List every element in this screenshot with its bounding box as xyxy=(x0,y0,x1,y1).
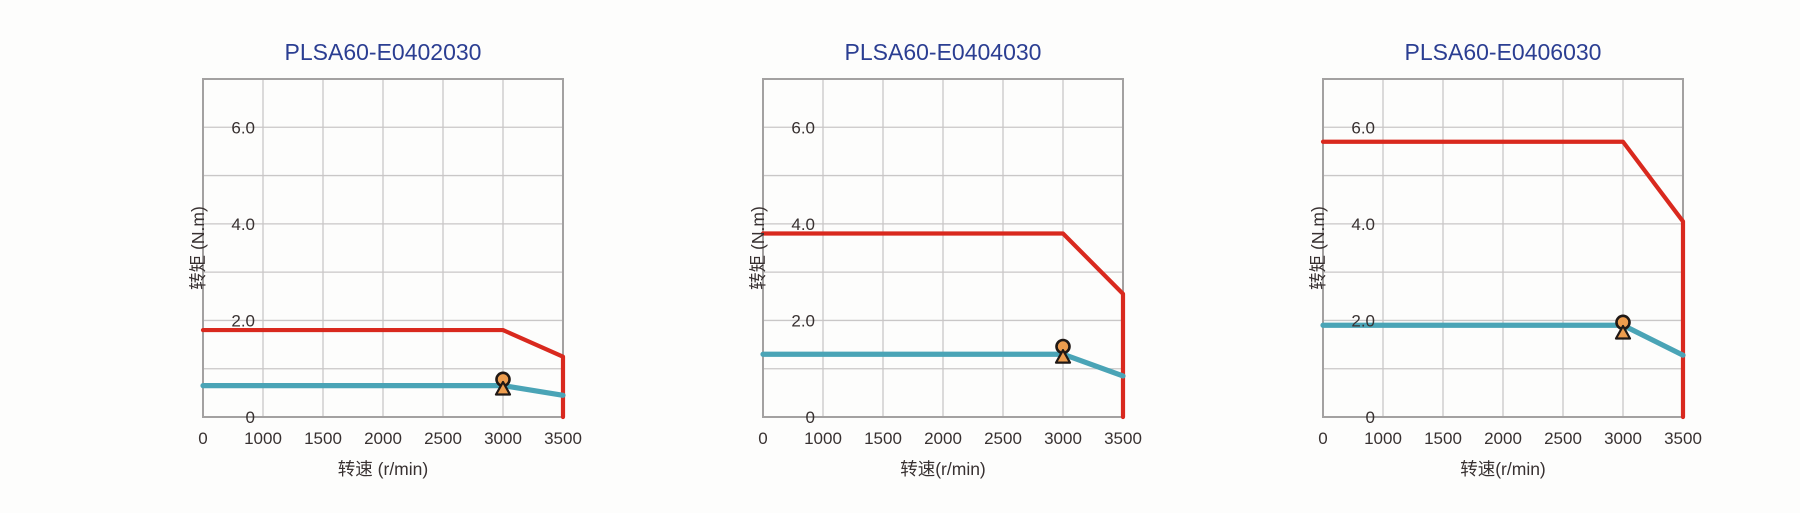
x-axis-title: 转速(r/min) xyxy=(900,459,986,479)
x-tick-label: 3500 xyxy=(1104,429,1142,448)
x-tick-label: 1500 xyxy=(304,429,342,448)
x-tick-label: 2000 xyxy=(1484,429,1522,448)
chart-title: PLSA60-E0402030 xyxy=(285,39,482,65)
x-tick-label: 1000 xyxy=(1364,429,1402,448)
torque-speed-chart-2: PLSA60-E0404030 0 2.0 4.0 6.0 0 1000 1500 2000 25… xyxy=(660,16,1220,513)
y-tick-label: 0 xyxy=(806,408,815,427)
y-tick-label: 4.0 xyxy=(1351,215,1375,234)
x-tick-label: 2500 xyxy=(1544,429,1582,448)
operating-point-triangle-marker xyxy=(1054,349,1072,364)
x-tick-label: 3000 xyxy=(484,429,522,448)
plot-border xyxy=(762,78,1124,418)
peak-torque-curve xyxy=(1320,139,1686,420)
motor-torque-speed-figure: PLSA60-E0402030 0 2.0 4.0 6.0 0 1000 1500 2000 25… xyxy=(188,39,1702,479)
x-axis-title: 转速 (r/min) xyxy=(338,459,428,479)
x-tick-label: 3500 xyxy=(544,429,582,448)
x-tick-label: 0 xyxy=(758,429,767,448)
operating-point-triangle-marker xyxy=(1614,324,1632,340)
x-tick-label: 0 xyxy=(1318,429,1327,448)
y-tick-label: 4.0 xyxy=(791,215,815,234)
y-tick-label: 6.0 xyxy=(791,118,815,137)
x-tick-label: 1500 xyxy=(864,429,902,448)
x-axis-title: 转速(r/min) xyxy=(1460,459,1546,479)
x-tick-label: 2000 xyxy=(364,429,402,448)
y-tick-label: 2.0 xyxy=(231,311,255,330)
y-tick-label: 2.0 xyxy=(791,311,815,330)
x-tick-label: 3000 xyxy=(1604,429,1642,448)
plot-border xyxy=(202,78,564,418)
plot-svg-2: PLSA60-E0404030 0 2.0 4.0 6.0 0 1000 1500 2000 25… xyxy=(748,39,1142,479)
x-tick-label: 2000 xyxy=(924,429,962,448)
operating-point-triangle-marker xyxy=(494,380,512,396)
x-tick-label: 1000 xyxy=(244,429,282,448)
chart-title: PLSA60-E0404030 xyxy=(845,39,1042,65)
plot-svg-3: PLSA60-E0406030 0 2.0 4.0 6.0 0 1000 1500 2000 25… xyxy=(1308,39,1702,479)
y-axis-title: 转矩 (N.m) xyxy=(748,206,768,290)
torque-speed-chart-3: PLSA60-E0406030 0 2.0 4.0 6.0 0 1000 1500 2000 25… xyxy=(1220,16,1780,513)
x-tick-label: 2500 xyxy=(424,429,462,448)
x-tick-label: 0 xyxy=(198,429,207,448)
y-tick-label: 0 xyxy=(246,408,255,427)
y-tick-label: 2.0 xyxy=(1351,311,1375,330)
x-tick-label: 1000 xyxy=(804,429,842,448)
x-tick-label: 3000 xyxy=(1044,429,1082,448)
x-tick-label: 2500 xyxy=(984,429,1022,448)
x-tick-label: 1500 xyxy=(1424,429,1462,448)
y-axis-title: 转矩 (N.m) xyxy=(188,206,208,290)
peak-torque-curve xyxy=(200,327,566,420)
y-tick-label: 0 xyxy=(1366,408,1375,427)
y-tick-label: 6.0 xyxy=(231,118,255,137)
y-axis-title: 转矩 (N.m) xyxy=(1308,206,1328,290)
chart-title: PLSA60-E0406030 xyxy=(1405,39,1602,65)
torque-speed-chart-1: PLSA60-E0402030 0 2.0 4.0 6.0 0 1000 1500 2000 25… xyxy=(100,16,660,513)
y-tick-label: 4.0 xyxy=(231,215,255,234)
plot-svg-1: PLSA60-E0402030 0 2.0 4.0 6.0 0 1000 1500 2000 25… xyxy=(188,39,582,479)
peak-torque-curve xyxy=(760,231,1126,420)
y-tick-label: 6.0 xyxy=(1351,118,1375,137)
x-tick-label: 3500 xyxy=(1664,429,1702,448)
